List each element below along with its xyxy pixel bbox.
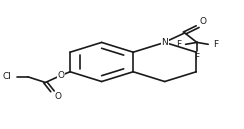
Text: Cl: Cl (2, 72, 11, 81)
Text: N: N (161, 38, 168, 47)
Text: F: F (213, 40, 218, 49)
Text: O: O (200, 17, 206, 26)
Text: F: F (194, 53, 199, 62)
Text: O: O (57, 71, 64, 80)
Text: F: F (176, 40, 181, 49)
Text: O: O (55, 92, 62, 101)
